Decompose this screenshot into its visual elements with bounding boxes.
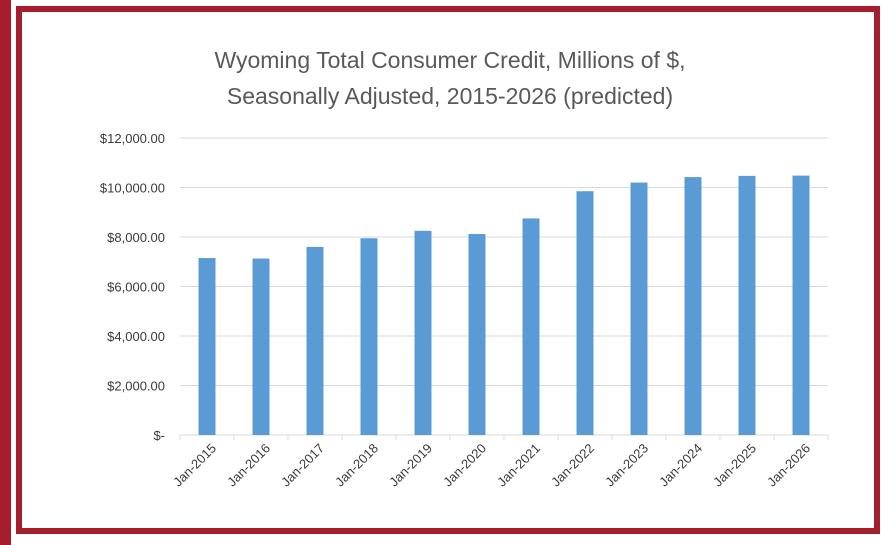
x-tick-label: Jan-2022 (548, 441, 597, 490)
left-accent-stripe (0, 0, 11, 545)
bar (792, 175, 810, 435)
x-tick-label: Jan-2018 (332, 441, 381, 490)
bar (576, 191, 594, 435)
x-tick-label: Jan-2019 (386, 441, 435, 490)
x-tick-label: Jan-2021 (494, 441, 543, 490)
x-tick-label: Jan-2026 (764, 441, 813, 490)
x-tick-label: Jan-2024 (656, 441, 705, 490)
bar (252, 258, 270, 435)
chart-title: Wyoming Total Consumer Credit, Millions … (214, 47, 685, 73)
bar-series (198, 175, 810, 436)
y-tick-label: $- (153, 428, 165, 443)
bar (198, 258, 216, 435)
y-tick-label: $6,000.00 (107, 280, 165, 295)
chart-subtitle: Seasonally Adjusted, 2015-2026 (predicte… (227, 83, 673, 109)
bar (414, 230, 432, 435)
y-tick-label: $8,000.00 (107, 230, 165, 245)
y-tick-label: $12,000.00 (100, 131, 165, 146)
bar (684, 177, 702, 436)
x-axis: Jan-2015 Jan-2016 Jan-2017 Jan-2018 Jan-2019… (170, 435, 829, 490)
x-tick-label: Jan-2016 (224, 441, 273, 490)
bar (522, 218, 540, 435)
x-tick-label: Jan-2020 (440, 441, 489, 490)
x-tick-label: Jan-2017 (278, 441, 327, 490)
gridlines (180, 137, 828, 436)
bar (630, 182, 648, 435)
y-tick-label: $4,000.00 (107, 329, 165, 344)
x-tick-label: Jan-2025 (710, 441, 759, 490)
bar (360, 238, 378, 435)
y-tick-label: $2,000.00 (107, 379, 165, 394)
bar (738, 175, 756, 435)
x-tick-label: Jan-2015 (170, 441, 219, 490)
y-tick-label: $10,000.00 (100, 181, 165, 196)
bar (468, 234, 486, 435)
chart-frame (16, 6, 880, 534)
x-tick-label: Jan-2023 (602, 441, 651, 490)
bar (306, 246, 324, 435)
y-axis: $- $2,000.00 $4,000.00 $6,000.00 $8,000.00 $1… (100, 131, 165, 443)
